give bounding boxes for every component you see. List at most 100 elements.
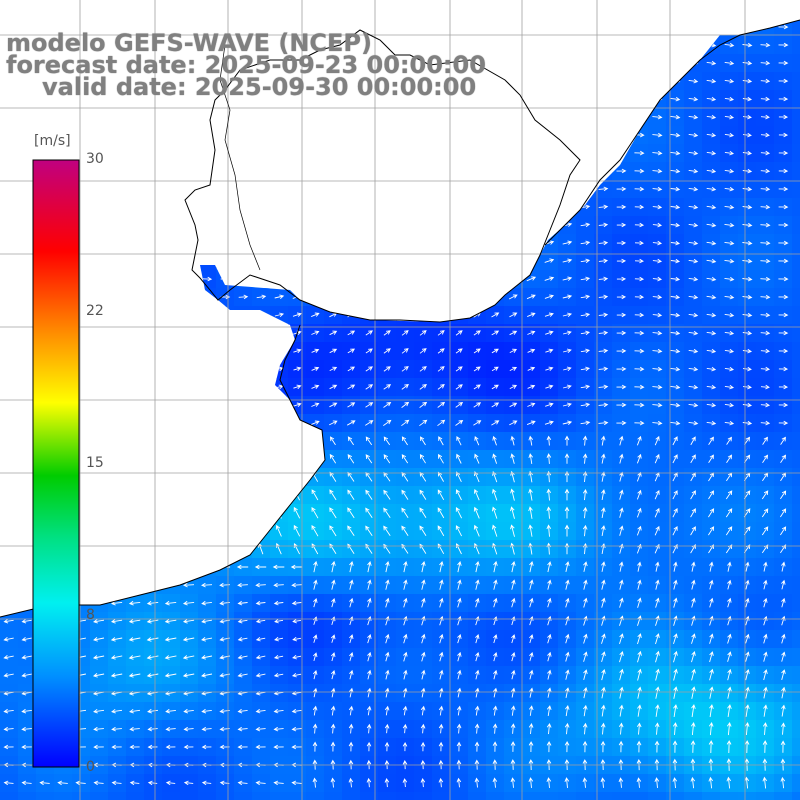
wind-arrow <box>329 471 337 482</box>
wind-arrow <box>528 488 533 501</box>
wind-arrow <box>348 723 354 734</box>
wind-arrow <box>291 582 302 588</box>
wind-arrow <box>237 600 248 606</box>
wind-arrow <box>146 619 159 624</box>
wind-arrow <box>147 708 159 714</box>
wind-arrow <box>780 490 787 500</box>
wind-arrow <box>111 726 122 732</box>
wind-arrow <box>652 222 663 228</box>
wind-arrow <box>724 402 735 408</box>
wind-arrow <box>366 723 372 734</box>
wind-arrow <box>688 240 699 246</box>
wind-arrow <box>688 294 699 300</box>
wind-arrow <box>565 561 570 572</box>
wind-arrow <box>778 24 789 30</box>
wind-speed-cell <box>738 792 757 800</box>
wind-arrow <box>742 150 753 156</box>
wind-arrow <box>583 597 588 608</box>
wind-arrow <box>347 471 355 482</box>
wind-arrow <box>670 168 681 174</box>
wind-arrow <box>583 561 588 572</box>
wind-speed-cell <box>792 252 800 271</box>
wind-arrow <box>475 652 480 662</box>
wind-arrow <box>600 777 606 788</box>
wind-arrow <box>580 258 591 264</box>
wind-arrow <box>509 312 518 318</box>
wind-arrow <box>21 744 32 750</box>
wind-arrow <box>616 240 627 246</box>
wind-arrow <box>781 561 786 572</box>
wind-speed-cell <box>792 20 800 37</box>
wind-arrow <box>601 525 606 536</box>
wind-arrow <box>634 294 645 300</box>
wind-arrow <box>492 777 498 788</box>
wind-arrow <box>3 636 14 642</box>
wind-arrow <box>528 506 533 519</box>
wind-arrow <box>474 705 480 716</box>
wind-arrow <box>331 560 336 573</box>
wind-arrow <box>780 454 787 463</box>
wind-arrow <box>670 348 681 354</box>
wind-speed-cell <box>792 522 800 541</box>
wind-speed-cell <box>774 792 793 800</box>
wind-arrow <box>760 240 771 246</box>
wind-arrow <box>202 276 213 282</box>
wind-arrow <box>385 579 390 590</box>
wind-arrow <box>778 384 789 390</box>
wind-arrow <box>457 669 462 680</box>
wind-arrow <box>583 651 588 662</box>
wind-arrow <box>509 384 518 390</box>
wind-arrow <box>201 780 212 786</box>
wind-arrow <box>637 668 642 681</box>
wind-arrow <box>742 114 752 120</box>
wind-arrow <box>457 579 462 590</box>
wind-arrow <box>637 704 642 717</box>
wind-arrow <box>742 420 753 426</box>
wind-arrow <box>346 420 356 426</box>
wind-arrow <box>401 489 409 500</box>
wind-arrow <box>110 673 123 678</box>
wind-arrow <box>709 651 714 663</box>
wind-arrow <box>778 114 789 120</box>
wind-arrow <box>760 366 771 372</box>
wind-arrow <box>292 636 301 642</box>
wind-arrow <box>473 348 481 354</box>
wind-arrow <box>724 132 735 138</box>
wind-arrow <box>580 402 591 408</box>
wind-arrow <box>598 420 609 426</box>
wind-arrow <box>439 597 444 608</box>
wind-arrow <box>164 619 177 624</box>
wind-arrow <box>349 669 354 680</box>
wind-arrow <box>763 651 768 662</box>
wind-arrow <box>313 598 318 608</box>
wind-arrow <box>598 276 609 282</box>
wind-speed-cell <box>396 792 415 800</box>
wind-arrow <box>688 276 699 282</box>
wind-arrow <box>598 204 609 210</box>
wind-arrow <box>724 420 735 426</box>
wind-arrow <box>583 579 588 590</box>
wind-arrow <box>274 636 284 642</box>
wind-arrow <box>601 633 606 644</box>
wind-arrow <box>760 204 771 210</box>
wind-arrow <box>457 634 462 644</box>
wind-arrow <box>491 420 500 426</box>
wind-arrow <box>3 780 14 786</box>
wind-arrow <box>365 402 374 408</box>
wind-arrow <box>636 489 642 500</box>
wind-arrow <box>293 506 301 519</box>
wind-arrow <box>760 132 770 138</box>
wind-arrow <box>616 330 627 336</box>
wind-arrow <box>670 294 681 300</box>
wind-arrow <box>616 204 627 210</box>
wind-arrow <box>600 453 606 464</box>
wind-arrow <box>111 744 122 750</box>
wind-speed-cell <box>792 702 800 721</box>
wind-arrow <box>726 454 733 464</box>
wind-arrow <box>311 384 320 389</box>
wind-speed-cell <box>792 396 800 415</box>
wind-arrow <box>619 704 624 717</box>
wind-arrow <box>564 435 570 446</box>
wind-arrow <box>402 741 408 752</box>
wind-arrow <box>564 453 570 464</box>
